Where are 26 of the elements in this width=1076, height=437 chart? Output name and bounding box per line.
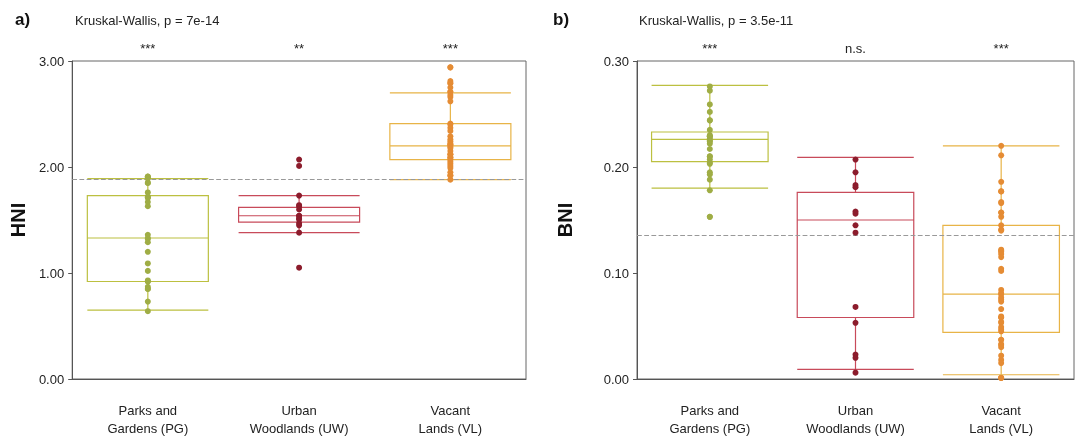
text: *** xyxy=(702,41,718,56)
y-axis-title: HNI xyxy=(7,202,29,238)
y-tick-label: 0.30 xyxy=(603,53,629,69)
x-tick-label: Urban Woodlands (UW) xyxy=(249,402,349,436)
chart-title: b) xyxy=(553,10,570,29)
y-tick-label: 0.00 xyxy=(603,371,629,387)
text: *** xyxy=(442,41,458,56)
chart-title: a) xyxy=(15,10,31,29)
chart-subtitle: Kruskal-Wallis, p = 7e-14 xyxy=(75,13,220,28)
text: *** xyxy=(993,41,1009,56)
y-tick-label: 2.00 xyxy=(38,159,65,175)
x-tick-label: Urban Woodlands (UW) xyxy=(806,402,905,436)
x-tick-label: Vacant Lands (VL) xyxy=(418,402,483,436)
y-tick-label: 0.10 xyxy=(603,265,629,281)
y-tick-label: 1.00 xyxy=(38,265,65,281)
x-tick-label: Vacant Lands (VL) xyxy=(969,402,1033,436)
y-tick-label: 0.20 xyxy=(603,159,629,175)
text: n.s. xyxy=(845,41,866,56)
x-tick-label: Parks and Gardens (PG) xyxy=(669,402,751,436)
y-tick-label: 0.00 xyxy=(38,371,65,387)
y-axis-title: BNI xyxy=(554,202,576,238)
y-tick-label: 3.00 xyxy=(38,53,65,69)
x-tick-label: Parks and Gardens (PG) xyxy=(107,402,189,436)
text: ** xyxy=(294,41,305,56)
text: *** xyxy=(140,41,156,56)
chart-subtitle: Kruskal-Wallis, p = 3.5e-11 xyxy=(639,13,794,28)
